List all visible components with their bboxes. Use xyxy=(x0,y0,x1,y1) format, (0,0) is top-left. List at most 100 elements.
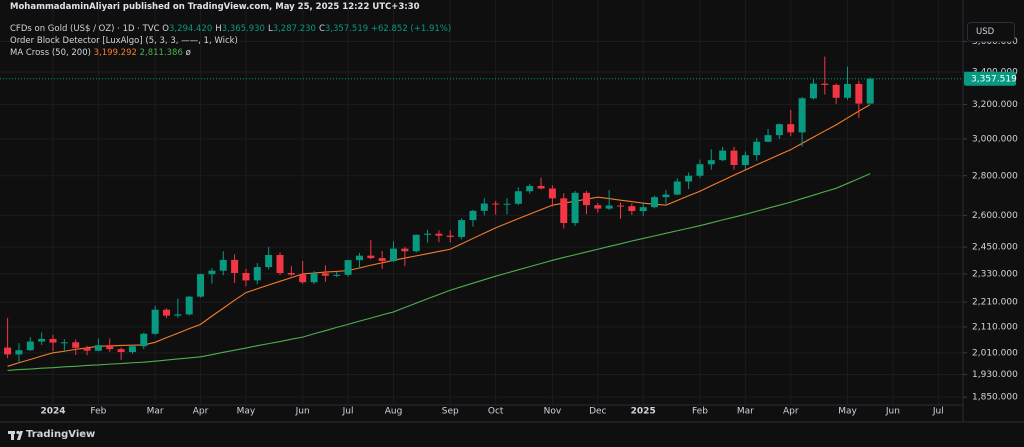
candle-body xyxy=(333,274,341,276)
candle-body xyxy=(401,248,409,252)
y-tick-label: 2,330.000 xyxy=(972,269,1018,279)
candle-body xyxy=(594,205,602,209)
moving-average-line xyxy=(7,104,871,367)
candle-body xyxy=(4,347,12,355)
candle-body xyxy=(117,349,125,353)
candle-body xyxy=(253,267,261,281)
ohlc-key: H xyxy=(215,24,222,34)
candle-body xyxy=(560,198,568,223)
ohlc-key: L xyxy=(267,24,273,34)
candle-body xyxy=(140,333,148,347)
candle-body xyxy=(469,210,477,221)
x-tick-label: Aug xyxy=(385,407,403,417)
last-price-box xyxy=(964,71,1016,86)
ohlc-value: 3,294.420 xyxy=(169,24,213,34)
candle-body xyxy=(719,150,727,161)
symbol-line: CFDs on Gold (US$ / OZ) · 1D · TVC O3,29… xyxy=(10,24,451,35)
candle-body xyxy=(174,314,182,316)
candle-body xyxy=(787,124,795,133)
candle-body xyxy=(696,164,704,176)
candle-body xyxy=(310,273,318,283)
candle-body xyxy=(844,83,851,98)
candle-body xyxy=(299,274,307,283)
y-tick-label: 2,210.000 xyxy=(972,298,1018,308)
candle-body xyxy=(639,207,647,212)
candle-body xyxy=(83,347,91,351)
x-tick-label: Mar xyxy=(147,407,164,417)
ohlc-value: 3,365.930 xyxy=(221,24,265,34)
candle-body xyxy=(775,124,783,136)
candle-body xyxy=(605,205,613,209)
x-tick-label: Apr xyxy=(193,407,209,417)
candle-body xyxy=(741,155,749,165)
candle-body xyxy=(707,160,715,165)
brand: TradingView xyxy=(26,429,96,440)
candle-body xyxy=(128,346,136,353)
last-price-label: 3,357.519 xyxy=(971,74,1017,84)
published-line: MohammadaminAliyari published on Trading… xyxy=(10,2,420,12)
candle-body xyxy=(106,345,114,350)
logo xyxy=(8,430,23,440)
x-tick-label: Feb xyxy=(692,407,708,417)
candle-body xyxy=(424,233,432,235)
candle-body xyxy=(537,185,545,189)
candle-body xyxy=(94,345,102,351)
candle-body xyxy=(390,248,397,262)
logo-part xyxy=(11,431,14,440)
candle-body xyxy=(435,233,443,236)
candle-body xyxy=(412,234,420,252)
axes: 1,850.000 1,930.000 2,010.000 2,110.000 2,21… xyxy=(40,37,1018,416)
x-tick-label: Jun xyxy=(885,407,900,417)
currency-button[interactable]: USD xyxy=(967,22,1015,42)
candle-body xyxy=(832,84,840,98)
ma-suffix: ø xyxy=(185,48,191,58)
candle-body xyxy=(492,203,500,205)
candle-body xyxy=(185,296,193,315)
ohlc-value: 3,357.519 xyxy=(324,24,369,34)
candle-body xyxy=(344,260,352,275)
candle-body xyxy=(480,203,488,211)
x-tick-label: Mar xyxy=(737,407,754,417)
ma200-value: 2,811.386 xyxy=(139,48,183,58)
candle-body xyxy=(526,185,534,192)
ma-label: MA Cross (50, 200) xyxy=(10,48,91,58)
candle-body xyxy=(628,206,636,212)
x-tick-label: Sep xyxy=(442,407,459,417)
candle-body xyxy=(287,272,295,275)
candle-body xyxy=(276,254,284,273)
y-tick-label: 2,110.000 xyxy=(972,322,1018,332)
candle-body xyxy=(38,338,46,342)
candle-body xyxy=(151,309,159,334)
y-tick-label: 1,930.000 xyxy=(972,370,1018,380)
candle-body xyxy=(163,309,170,316)
x-tick-label: Dec xyxy=(589,407,606,417)
candle-body xyxy=(15,350,23,355)
candle-body xyxy=(582,192,590,206)
ohlc-key: C xyxy=(318,24,325,34)
candle-body xyxy=(617,205,624,207)
indicator-line: Order Block Detector [LuxAlgo] (5, 3, 3,… xyxy=(10,36,238,46)
candle-body xyxy=(753,141,761,156)
candle-body xyxy=(673,181,681,195)
candle-body xyxy=(72,342,80,348)
x-tick-label: May xyxy=(237,407,256,417)
y-tick-label: 3,000.000 xyxy=(972,134,1018,144)
candle-body xyxy=(26,341,34,351)
candle-body xyxy=(662,194,670,198)
candle-body xyxy=(367,255,375,259)
x-tick-label: Jun xyxy=(295,407,310,417)
logo-part xyxy=(16,430,20,435)
candle-body xyxy=(685,175,693,182)
y-tick-label: 3,200.000 xyxy=(972,100,1018,110)
x-tick-label: Nov xyxy=(544,407,562,417)
y-tick-label: 1,850.000 xyxy=(972,393,1018,403)
x-tick-label: 2025 xyxy=(631,407,656,417)
candle-body xyxy=(730,150,738,165)
x-tick-label: 2024 xyxy=(40,407,65,417)
ohlc: O3,294.420 H3,365.930 L3,287.230 C3,357.519 xyxy=(162,24,368,34)
candle-body xyxy=(651,197,659,208)
change: +62.852 (+1.91%) xyxy=(370,24,452,34)
candle-body xyxy=(378,258,386,262)
